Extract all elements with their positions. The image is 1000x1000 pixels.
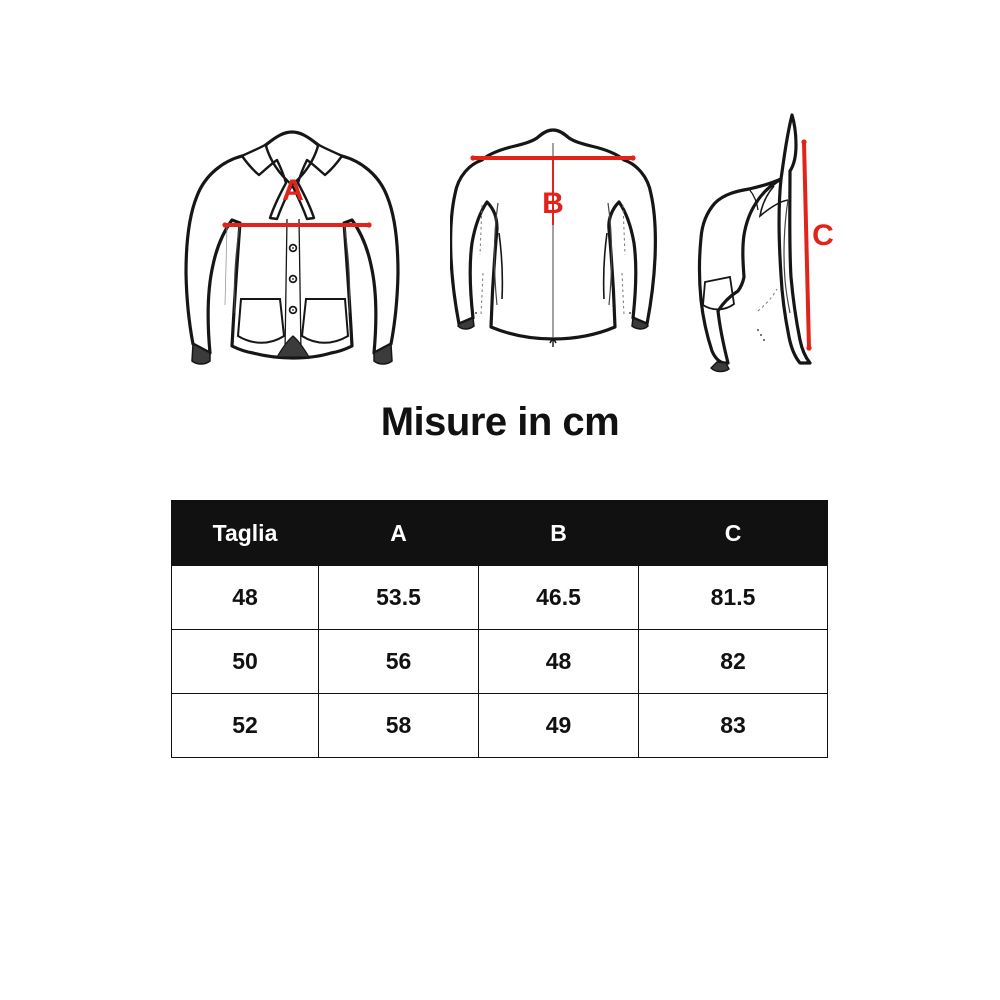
svg-text:A: A [282, 174, 304, 207]
svg-text:C: C [812, 219, 834, 252]
svg-text:B: B [542, 187, 564, 220]
